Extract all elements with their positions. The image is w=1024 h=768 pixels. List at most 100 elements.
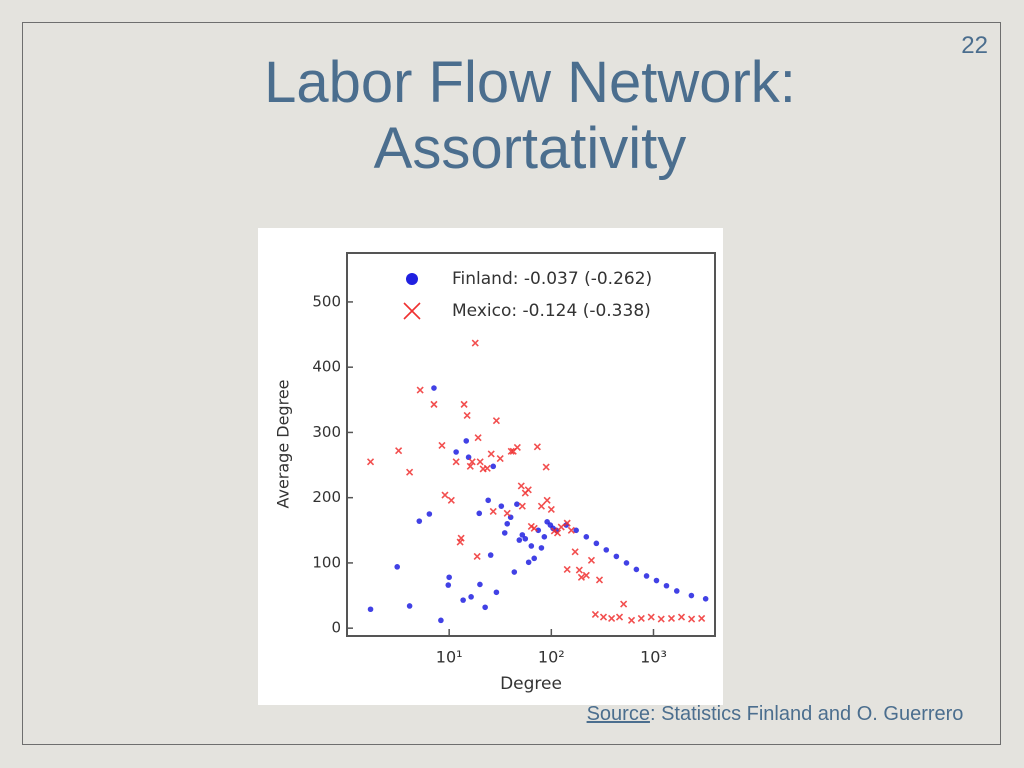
point xyxy=(530,524,538,532)
point xyxy=(553,529,562,537)
point xyxy=(485,497,491,504)
point xyxy=(637,614,645,622)
point xyxy=(541,534,548,540)
point xyxy=(571,548,579,556)
point xyxy=(647,613,655,621)
y-tick-label: 500 xyxy=(312,292,341,310)
y-tick-label: 300 xyxy=(312,423,341,441)
y-tick-label: 100 xyxy=(312,553,341,571)
point xyxy=(514,501,520,508)
point xyxy=(563,519,571,527)
point xyxy=(468,594,474,600)
point xyxy=(460,400,468,408)
x-tick-label: 10¹ xyxy=(436,648,463,667)
point xyxy=(496,454,504,463)
point xyxy=(563,565,571,574)
point xyxy=(583,534,590,540)
y-axis-label: Average Degree xyxy=(274,379,293,508)
point xyxy=(501,530,508,536)
point xyxy=(457,534,465,542)
point xyxy=(567,526,575,534)
point xyxy=(522,535,529,542)
point xyxy=(477,581,483,588)
point xyxy=(463,411,471,420)
point xyxy=(528,543,535,549)
source-note: Source: Statistics Finland and O. Guerre… xyxy=(585,700,965,729)
point xyxy=(516,537,523,543)
point xyxy=(438,617,444,624)
point xyxy=(460,597,466,603)
point xyxy=(517,482,525,490)
point xyxy=(698,614,706,622)
point xyxy=(595,576,604,584)
point xyxy=(535,527,542,534)
point xyxy=(446,574,452,581)
point xyxy=(591,610,599,619)
point xyxy=(543,496,551,504)
x-tick-label: 10³ xyxy=(640,648,667,667)
point xyxy=(474,434,482,442)
source-link[interactable]: Source xyxy=(586,703,650,725)
point xyxy=(447,496,455,504)
point xyxy=(657,615,665,623)
point xyxy=(430,400,438,408)
y-tick-label: 0 xyxy=(331,619,341,637)
point xyxy=(476,458,484,466)
point xyxy=(438,441,446,450)
point xyxy=(498,503,505,509)
plot-frame xyxy=(346,252,716,637)
point xyxy=(511,569,518,575)
point xyxy=(452,458,460,466)
legend-label: Mexico: -0.124 (-0.338) xyxy=(452,301,651,321)
point xyxy=(367,606,374,613)
point xyxy=(702,596,709,602)
point xyxy=(482,604,488,611)
point xyxy=(366,458,375,466)
point xyxy=(468,458,476,466)
point xyxy=(416,386,424,394)
point xyxy=(575,566,583,574)
point xyxy=(593,540,600,547)
y-tick-label: 200 xyxy=(312,488,341,506)
legend-label: Finland: -0.037 (-0.262) xyxy=(452,269,652,289)
point xyxy=(538,545,545,551)
point xyxy=(524,486,532,494)
point xyxy=(557,523,565,531)
point xyxy=(493,589,500,596)
point xyxy=(441,491,449,499)
point xyxy=(466,462,474,470)
source-text: : Statistics Finland and O. Guerrero xyxy=(649,703,964,725)
point xyxy=(643,573,650,579)
point xyxy=(615,613,624,621)
point xyxy=(667,614,676,622)
point xyxy=(518,502,526,510)
slide-frame xyxy=(22,22,1001,745)
point xyxy=(627,616,636,624)
point xyxy=(587,556,596,564)
point xyxy=(483,464,491,472)
point xyxy=(537,502,545,510)
point xyxy=(663,582,670,589)
point xyxy=(490,463,497,470)
point xyxy=(492,417,500,425)
point xyxy=(533,443,541,451)
point xyxy=(445,582,452,588)
point xyxy=(599,613,608,621)
legend-marker xyxy=(403,302,421,320)
point xyxy=(416,518,423,524)
title-line: Assortativity xyxy=(373,116,687,181)
point xyxy=(489,507,497,515)
point xyxy=(653,577,660,584)
point xyxy=(688,615,696,623)
point xyxy=(503,509,511,517)
point xyxy=(473,552,481,560)
point xyxy=(513,443,521,452)
x-tick-label: 10² xyxy=(538,648,565,667)
point xyxy=(608,614,616,622)
point xyxy=(426,511,433,517)
point xyxy=(476,510,483,517)
point xyxy=(573,527,579,534)
point xyxy=(487,450,495,458)
point xyxy=(431,385,437,391)
